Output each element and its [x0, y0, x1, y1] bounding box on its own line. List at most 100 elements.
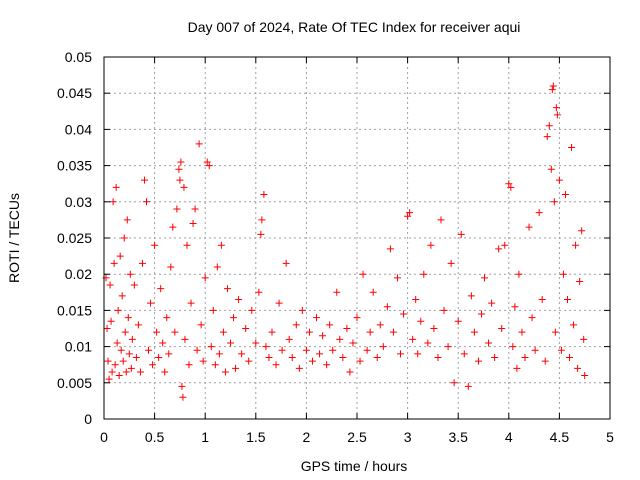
data-point — [285, 335, 293, 343]
data-point — [178, 382, 186, 390]
data-point — [323, 361, 331, 369]
data-point — [227, 339, 234, 347]
data-point — [447, 259, 455, 267]
data-point — [161, 368, 169, 376]
data-point — [541, 357, 549, 365]
y-tick-label: 0.025 — [57, 230, 92, 246]
data-point — [313, 314, 321, 322]
data-point — [209, 306, 217, 314]
data-point — [288, 353, 296, 361]
data-point — [430, 325, 438, 332]
data-point — [203, 158, 211, 166]
data-point — [167, 263, 175, 271]
data-point — [197, 321, 205, 329]
data-point — [470, 328, 478, 336]
data-point — [343, 325, 351, 332]
data-point — [336, 335, 344, 343]
data-point — [538, 296, 546, 304]
data-point — [406, 209, 414, 217]
data-point — [509, 343, 517, 351]
data-point — [238, 350, 246, 358]
data-point — [223, 285, 231, 293]
data-point — [576, 277, 584, 285]
data-point — [545, 122, 553, 130]
x-tick-label: 0.5 — [145, 429, 165, 445]
data-point — [143, 198, 151, 206]
data-point — [104, 357, 112, 365]
data-point — [115, 372, 123, 380]
data-point — [488, 299, 496, 307]
data-point — [122, 368, 130, 376]
data-point — [316, 350, 324, 358]
data-point — [535, 209, 543, 217]
data-point — [515, 270, 523, 278]
data-point — [383, 303, 391, 311]
data-point — [140, 176, 148, 184]
data-point — [245, 357, 253, 365]
data-point — [163, 314, 171, 322]
data-point — [513, 364, 521, 372]
y-tick-label: 0.035 — [57, 158, 92, 174]
data-point — [235, 296, 243, 304]
data-point — [215, 350, 223, 358]
data-point — [333, 288, 341, 296]
y-tick-label: 0.03 — [65, 194, 92, 210]
data-point — [366, 328, 374, 336]
data-point — [189, 220, 197, 228]
data-point — [400, 310, 408, 318]
data-point — [420, 270, 428, 278]
tick-marks — [103, 56, 611, 420]
data-point — [507, 183, 515, 191]
data-point — [268, 328, 276, 336]
data-point — [444, 343, 452, 351]
data-point — [260, 191, 268, 199]
data-point — [346, 368, 354, 376]
x-tick-label: 3 — [404, 429, 412, 445]
data-point — [477, 310, 485, 318]
data-point — [171, 328, 179, 336]
data-point — [552, 104, 560, 112]
data-point — [373, 353, 381, 361]
data-point — [427, 241, 435, 249]
data-point — [119, 357, 127, 365]
data-point — [147, 299, 155, 307]
data-point — [109, 198, 117, 206]
y-tick-label: 0.045 — [57, 85, 92, 101]
data-point — [363, 346, 371, 354]
data-point — [295, 364, 303, 372]
y-tick-label: 0.05 — [65, 49, 92, 65]
data-point — [525, 223, 533, 231]
data-point — [207, 343, 215, 351]
data-point — [339, 353, 347, 361]
data-point — [159, 339, 167, 347]
data-point — [305, 328, 313, 336]
y-tick-label: 0.02 — [65, 266, 92, 282]
data-point — [262, 343, 270, 351]
data-point — [555, 176, 563, 184]
data-point — [437, 216, 445, 224]
x-tick-label: 4.5 — [550, 429, 570, 445]
data-point — [379, 343, 387, 351]
data-point — [550, 198, 558, 206]
data-point — [518, 328, 526, 336]
data-point — [547, 165, 555, 173]
data-point — [498, 325, 506, 332]
data-point — [134, 321, 142, 329]
data-point — [282, 259, 290, 267]
data-point — [114, 306, 122, 314]
data-point — [481, 274, 489, 282]
data-point — [566, 353, 574, 361]
data-point — [559, 270, 567, 278]
data-point — [272, 361, 280, 369]
y-tick-labels: 0 0.005 0.01 0.015 0.02 0.025 0.03 0.035 0.04 0.0… — [57, 49, 92, 427]
data-point — [258, 216, 266, 224]
data-point — [353, 314, 361, 322]
data-point — [124, 314, 132, 322]
data-point — [185, 361, 193, 369]
data-point — [580, 335, 588, 343]
data-point — [521, 353, 529, 361]
data-point — [356, 357, 364, 365]
data-point — [187, 299, 195, 307]
data-points — [102, 82, 589, 401]
